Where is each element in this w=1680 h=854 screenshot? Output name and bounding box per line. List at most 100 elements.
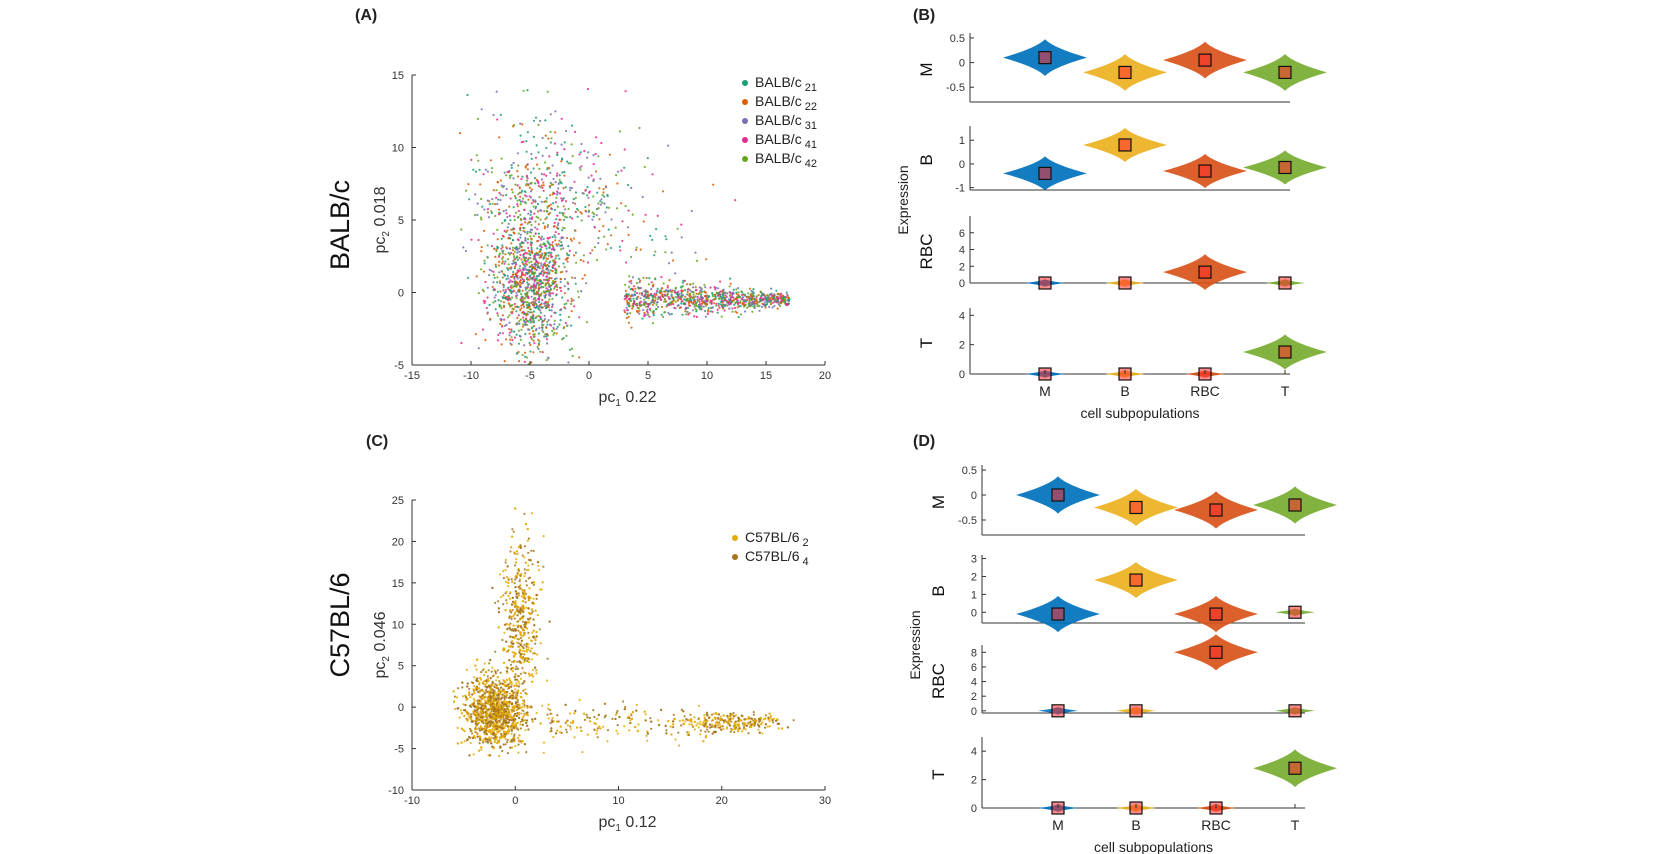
scatter-point (668, 297, 671, 300)
scatter-point (524, 239, 527, 242)
scatter-point (503, 274, 506, 277)
scatter-point (523, 259, 526, 262)
scatter-point (529, 241, 533, 244)
scatter-point (670, 733, 673, 736)
scatter-point (769, 717, 772, 720)
scatter-point (503, 318, 506, 321)
scatter-point (771, 301, 775, 304)
scatter-point (750, 717, 753, 720)
scatter-point (737, 716, 740, 719)
scatter-point (545, 216, 549, 219)
scatter-point (497, 730, 500, 734)
scatter-point (524, 324, 527, 327)
scatter-point (690, 299, 693, 302)
scatter-point (522, 226, 525, 229)
scatter-point (603, 702, 607, 705)
scatter-point (655, 303, 658, 306)
scatter-point (625, 317, 628, 320)
scatter-point (511, 280, 514, 283)
scatter-point (551, 259, 554, 262)
scatter-point (524, 288, 527, 291)
scatter-point (625, 306, 628, 309)
scatter-point (709, 299, 712, 302)
scatter-point (564, 721, 567, 725)
scatter-point (527, 268, 530, 272)
scatter-point (644, 719, 647, 722)
scatter-point (507, 302, 510, 305)
scatter-point (483, 302, 486, 305)
scatter-point (532, 317, 535, 320)
scatter-point (473, 699, 476, 702)
scatter-point (742, 298, 745, 301)
scatter-point (507, 294, 510, 298)
scatter-point (494, 255, 497, 258)
scatter-point (693, 716, 696, 719)
scatter-point (512, 259, 515, 262)
scatter-point (524, 251, 527, 254)
scatter-point (740, 730, 744, 733)
scatter-point (741, 302, 744, 305)
scatter-point (717, 292, 720, 295)
scatter-point (541, 154, 544, 157)
scatter-point (599, 200, 602, 203)
scatter-point (706, 297, 709, 301)
scatter-point (586, 194, 589, 197)
scatter-point (498, 305, 501, 308)
scatter-point (537, 343, 541, 346)
scatter-point (567, 162, 570, 165)
scatter-point (523, 320, 526, 323)
scatter-point (523, 568, 526, 571)
scatter-point (634, 287, 637, 290)
scatter-point (592, 154, 595, 157)
scatter-point (566, 724, 570, 727)
scatter-point (563, 174, 566, 177)
scatter-point (551, 235, 554, 239)
scatter-point (709, 306, 713, 309)
scatter-point (524, 332, 527, 336)
scatter-point (680, 223, 683, 226)
scatter-point (571, 354, 574, 358)
scatter-point (674, 738, 677, 741)
scatter-point (542, 286, 545, 289)
scatter-point (540, 200, 543, 203)
scatter-point (545, 271, 549, 274)
scatter-point (556, 244, 559, 247)
scatter-point (646, 295, 649, 298)
scatter-point (483, 259, 486, 262)
scatter-point (508, 253, 511, 256)
scatter-point (463, 714, 466, 718)
scatter-point (510, 251, 513, 255)
scatter-point (495, 703, 498, 706)
scatter-point (525, 751, 528, 754)
scatter-point (516, 316, 519, 320)
scatter-point (549, 211, 552, 214)
scatter-point (768, 712, 771, 715)
scatter-point (539, 272, 543, 275)
scatter-point (708, 723, 712, 726)
scatter-point (537, 289, 540, 293)
scatter-point (587, 151, 590, 154)
scatter-point (722, 721, 726, 724)
scatter-point (589, 252, 592, 255)
scatter-point (548, 298, 551, 301)
scatter-point (662, 295, 665, 298)
scatter-point (554, 269, 557, 272)
scatter-point (521, 718, 524, 721)
scatter-point (687, 731, 690, 734)
scatter-point (647, 283, 651, 286)
scatter-point (469, 696, 472, 699)
scatter-point (545, 209, 549, 212)
scatter-point (670, 312, 673, 316)
scatter-point (536, 163, 539, 166)
scatter-point (480, 708, 483, 711)
scatter-point (638, 309, 641, 312)
scatter-point (490, 742, 493, 745)
scatter-point (568, 712, 572, 715)
scatter-point (530, 202, 533, 205)
scatter-point (478, 681, 481, 684)
scatter-point (484, 280, 487, 284)
scatter-point (660, 305, 664, 308)
scatter-point (570, 324, 573, 327)
scatter-point (625, 297, 628, 300)
scatter-point (689, 283, 692, 286)
